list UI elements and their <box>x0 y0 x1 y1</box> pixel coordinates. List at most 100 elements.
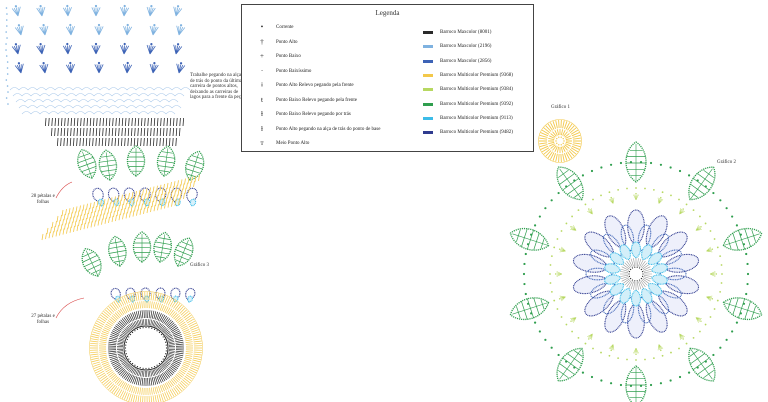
yarn-color-swatch <box>423 88 433 91</box>
petals-note-28: 28 pétalas e folhas <box>30 194 56 205</box>
fan-stitch <box>677 332 685 341</box>
fan-stitch <box>149 23 159 35</box>
legend-color-row: Barroco Multicolor Premium (9113) <box>423 114 513 123</box>
legend-color-row: Barroco Maxcolor (8001) <box>423 28 491 37</box>
legend-color-label: Barroco Multicolor Premium (9392) <box>440 100 513 109</box>
fan-stitch <box>586 332 594 341</box>
legend-symbol-label: Ponto Alto pegando na alça de trás do po… <box>276 125 380 134</box>
legend-color-row: Barroco Multicolor Premium (9482) <box>423 128 513 137</box>
leaf-motif <box>507 292 552 324</box>
yarn-color-swatch <box>423 103 433 106</box>
fan-stitch <box>175 23 185 36</box>
petal-motif <box>190 199 197 207</box>
fan-stitch <box>656 344 663 352</box>
yarn-color-swatch <box>423 74 433 77</box>
fan-stitch <box>36 4 46 16</box>
yarn-color-swatch <box>423 31 433 34</box>
legend-symbol-row: ŧ Ponto Baixo Relevo pegando pela frente <box>256 96 357 105</box>
legend-color-label: Barroco Multicolor Premium (9113) <box>440 114 513 123</box>
grafico-1-label: Gráfico 1 <box>551 105 570 110</box>
legend-symbol-label: Corrente <box>276 23 294 32</box>
stitch-symbol-icon: · <box>256 67 268 76</box>
leaf-motif <box>507 223 552 255</box>
legend-symbol-label: Ponto Baixíssimo <box>276 67 311 76</box>
stitch-symbol-icon: ⱡ <box>256 110 268 119</box>
fan-stitch <box>39 61 49 73</box>
stitch-symbol-icon: • <box>256 23 268 32</box>
fan-stitch <box>586 207 594 216</box>
leaf-motif <box>550 342 591 387</box>
leaf-motif <box>626 142 647 182</box>
leaf-motif <box>97 149 119 181</box>
legend-symbol-row: + Ponto Baixo <box>256 52 301 61</box>
grafico-2-label: Gráfico 2 <box>717 160 736 165</box>
fan-stitch <box>95 62 103 73</box>
yarn-color-swatch <box>423 60 433 63</box>
stitch-symbol-icon: ᴛ <box>256 139 268 148</box>
legend-symbol-label: Ponto Baixo Relevo pegando por trás <box>276 110 351 119</box>
fan-stitch <box>146 42 156 54</box>
fan-stitch <box>95 24 103 35</box>
fan-stitch <box>608 344 615 352</box>
petal-motif <box>604 262 622 274</box>
legend-color-row: Barroco Multicolor Premium (9384) <box>423 85 513 94</box>
fan-stitch <box>175 61 185 74</box>
fan-stitch <box>63 5 72 17</box>
yarn-color-swatch <box>423 45 433 48</box>
fan-stitch <box>706 246 714 253</box>
fan-stitch <box>694 224 703 232</box>
grafico-2-chart <box>507 142 765 402</box>
fan-stitch <box>569 315 578 323</box>
legend-color-label: Barroco Multicolor Premium (9482) <box>440 128 513 137</box>
fan-stitch <box>123 62 132 74</box>
fan-stitch <box>694 315 703 323</box>
legend-symbol-label: Ponto Alto <box>276 38 298 47</box>
stitch-symbol-icon: ǂ <box>256 81 268 90</box>
fan-stitch <box>172 42 182 55</box>
stitch-symbol-icon: ŧ <box>256 96 268 105</box>
fan-stitch <box>558 246 566 253</box>
stitch-symbol-icon: ɫ <box>256 125 268 134</box>
leaf-motif <box>720 292 765 324</box>
legend-symbol-row: · Ponto Baixíssimo <box>256 67 311 76</box>
legend-symbol-row: † Ponto Alto <box>256 38 298 47</box>
fan-stitch <box>15 61 25 74</box>
leaf-motif <box>682 342 723 387</box>
fan-stitch <box>633 348 638 355</box>
fan-stitch <box>120 43 129 55</box>
fan-stitch <box>92 43 100 54</box>
fan-stitch <box>656 196 663 204</box>
petal-motif <box>632 290 641 306</box>
fan-stitch <box>558 294 566 301</box>
grafico-3-label: Gráfico 3 <box>190 263 209 268</box>
legend-color-label: Barroco Maxcolor (2196) <box>440 42 491 51</box>
leaf-motif <box>181 149 207 183</box>
fan-stitch <box>633 193 638 200</box>
fan-stitch <box>172 4 182 17</box>
petal-motif <box>632 242 641 258</box>
yarn-color-swatch <box>423 117 433 120</box>
leaf-motif <box>720 223 765 255</box>
leaf-motif <box>682 161 723 206</box>
pointer-arrow <box>56 182 72 198</box>
leaf-motif <box>626 366 647 402</box>
legend-color-row: Barroco Maxcolor (2856) <box>423 57 491 66</box>
legend-symbol-row: ⱡ Ponto Baixo Relevo pegando por trás <box>256 110 351 119</box>
legend-box: Legenda • Corrente † Ponto Alto + Ponto Baixo… <box>241 4 534 152</box>
leaf-motif <box>106 235 129 268</box>
legend-color-label: Barroco Maxcolor (8001) <box>440 28 491 37</box>
fan-stitch <box>92 5 100 16</box>
petals-note-27: 27 pétalas e folhas <box>30 314 56 325</box>
petal-motif <box>187 296 193 303</box>
leaf-motif <box>550 161 591 206</box>
leaf-motif <box>73 147 100 181</box>
fan-stitch <box>710 271 717 276</box>
fan-stitch <box>36 42 46 54</box>
work-note: Trabalhe pegando na alça de trás do pont… <box>190 73 246 101</box>
legend-color-label: Barroco Multicolor Premium (9384) <box>440 85 513 94</box>
leaf-motif <box>133 232 151 262</box>
leaf-motif <box>77 245 106 280</box>
fan-stitch <box>15 23 25 36</box>
legend-color-row: Barroco Multicolor Premium (9392) <box>423 100 513 109</box>
